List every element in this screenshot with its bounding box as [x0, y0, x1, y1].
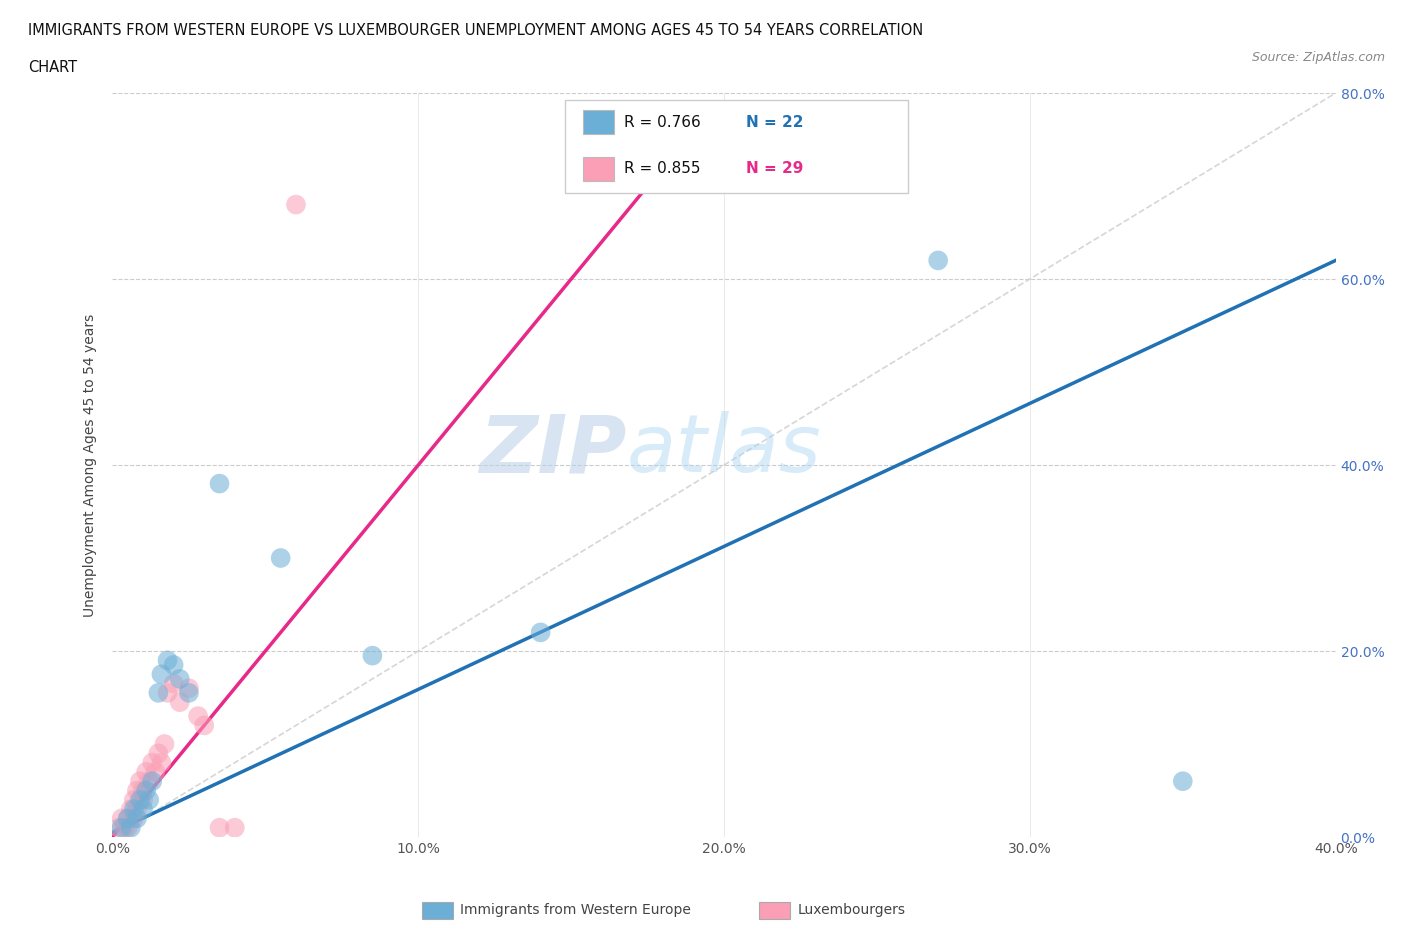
Point	[138, 792, 160, 807]
Text: Luxembourgers: Luxembourgers	[797, 903, 905, 918]
Point	[114, 820, 136, 835]
Point	[927, 253, 949, 268]
FancyBboxPatch shape	[565, 100, 908, 193]
Point	[129, 792, 152, 807]
Point	[208, 476, 231, 491]
Point	[187, 709, 209, 724]
Text: Source: ZipAtlas.com: Source: ZipAtlas.com	[1251, 51, 1385, 64]
Text: R = 0.766: R = 0.766	[624, 114, 700, 129]
Point	[141, 755, 163, 770]
Point	[163, 676, 186, 691]
Point	[143, 764, 166, 779]
Bar	[583, 110, 614, 134]
Point	[117, 811, 139, 826]
Point	[156, 653, 179, 668]
Text: atlas: atlas	[626, 411, 821, 489]
Point	[122, 802, 145, 817]
Bar	[583, 157, 614, 180]
Text: ZIP: ZIP	[479, 411, 626, 489]
Point	[132, 783, 155, 798]
Point	[177, 681, 200, 696]
Point	[129, 774, 152, 789]
Point	[120, 802, 142, 817]
Point	[122, 811, 145, 826]
Y-axis label: Unemployment Among Ages 45 to 54 years: Unemployment Among Ages 45 to 54 years	[83, 313, 97, 617]
Point	[163, 658, 186, 672]
Point	[122, 792, 145, 807]
Point	[169, 695, 191, 710]
Point	[148, 746, 170, 761]
Point	[150, 667, 173, 682]
Point	[177, 685, 200, 700]
Point	[1171, 774, 1194, 789]
Point	[284, 197, 308, 212]
Text: CHART: CHART	[28, 60, 77, 75]
Point	[117, 811, 139, 826]
Point	[111, 811, 134, 826]
Point	[270, 551, 292, 565]
Text: N = 22: N = 22	[747, 114, 804, 129]
Point	[148, 685, 170, 700]
Point	[361, 648, 384, 663]
Point	[107, 820, 129, 835]
Point	[150, 755, 173, 770]
Point	[156, 685, 179, 700]
Text: IMMIGRANTS FROM WESTERN EUROPE VS LUXEMBOURGER UNEMPLOYMENT AMONG AGES 45 TO 54 : IMMIGRANTS FROM WESTERN EUROPE VS LUXEMB…	[28, 23, 924, 38]
Point	[120, 820, 142, 835]
Point	[132, 792, 155, 807]
Point	[193, 718, 215, 733]
Point	[208, 820, 231, 835]
Text: N = 29: N = 29	[747, 162, 803, 177]
Point	[169, 671, 191, 686]
Point	[125, 783, 148, 798]
Point	[141, 774, 163, 789]
Point	[153, 737, 176, 751]
Text: Immigrants from Western Europe: Immigrants from Western Europe	[460, 903, 690, 918]
Point	[125, 802, 148, 817]
Point	[138, 774, 160, 789]
Point	[135, 764, 157, 779]
Point	[530, 625, 553, 640]
Point	[224, 820, 246, 835]
Point	[125, 811, 148, 826]
Text: R = 0.855: R = 0.855	[624, 162, 700, 177]
Point	[132, 802, 155, 817]
Point	[135, 783, 157, 798]
Point	[117, 820, 139, 835]
Point	[111, 820, 134, 835]
